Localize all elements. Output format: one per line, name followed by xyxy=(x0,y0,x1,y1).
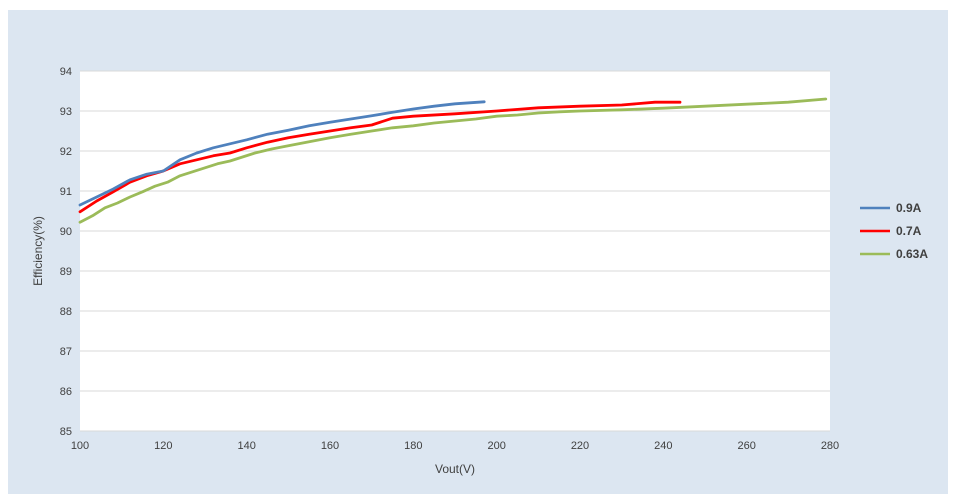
x-tick-labels: 100 120 140 160 180 200 220 240 260 280 xyxy=(71,440,839,452)
x-tick-label: 120 xyxy=(154,440,172,452)
y-tick-label: 85 xyxy=(60,426,72,438)
x-tick-label: 220 xyxy=(571,440,589,452)
x-tick-label: 200 xyxy=(487,440,505,452)
chart-frame: 85 86 87 88 89 90 91 92 93 94 100 120 140 160 180 200 2… xyxy=(8,10,948,494)
plot-area xyxy=(80,71,830,431)
efficiency-chart: 85 86 87 88 89 90 91 92 93 94 100 120 140 160 180 200 2… xyxy=(31,66,928,476)
y-tick-label: 86 xyxy=(60,386,72,398)
y-tick-label: 89 xyxy=(60,266,72,278)
series-lines xyxy=(78,97,828,224)
legend-label: 0.7A xyxy=(896,224,922,238)
x-axis-title: Vout(V) xyxy=(435,462,475,476)
y-tick-label: 88 xyxy=(60,306,72,318)
y-tick-label: 91 xyxy=(60,186,72,198)
x-tick-label: 260 xyxy=(737,440,755,452)
legend-label: 0.63A xyxy=(896,247,928,261)
legend: 0.9A 0.7A 0.63A xyxy=(860,201,928,261)
legend-label: 0.9A xyxy=(896,201,922,215)
x-tick-label: 280 xyxy=(821,440,839,452)
x-tick-label: 100 xyxy=(71,440,89,452)
series-line-0.9A xyxy=(78,100,486,207)
x-tick-label: 180 xyxy=(404,440,422,452)
grid-lines xyxy=(80,70,830,432)
y-tick-label: 90 xyxy=(60,226,72,238)
y-tick-label: 92 xyxy=(60,146,72,158)
series-line-0.63A xyxy=(78,97,828,224)
x-tick-label: 160 xyxy=(321,440,339,452)
y-tick-label: 93 xyxy=(60,106,72,118)
y-tick-labels: 85 86 87 88 89 90 91 92 93 94 xyxy=(60,66,72,438)
y-tick-label: 94 xyxy=(60,66,72,78)
y-tick-label: 87 xyxy=(60,346,72,358)
y-axis-title: Efficiency(%) xyxy=(31,216,45,286)
x-tick-label: 240 xyxy=(654,440,672,452)
x-tick-label: 140 xyxy=(237,440,255,452)
